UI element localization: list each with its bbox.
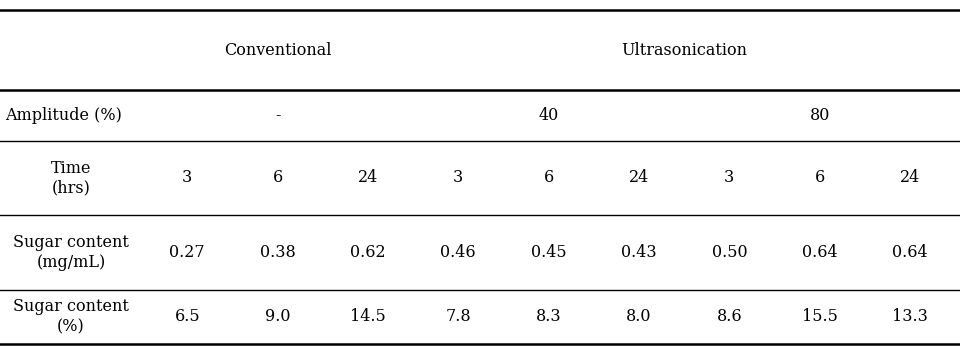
Text: 24: 24 <box>358 169 378 186</box>
Text: 24: 24 <box>629 169 649 186</box>
Text: 0.50: 0.50 <box>711 244 747 261</box>
Text: Ultrasonication: Ultrasonication <box>621 42 747 59</box>
Text: Sugar content
(%): Sugar content (%) <box>13 298 129 335</box>
Text: 13.3: 13.3 <box>892 308 928 325</box>
Text: 6: 6 <box>543 169 554 186</box>
Text: 6.5: 6.5 <box>175 308 200 325</box>
Text: 0.43: 0.43 <box>621 244 657 261</box>
Text: 3: 3 <box>453 169 464 186</box>
Text: 6: 6 <box>814 169 825 186</box>
Text: 0.46: 0.46 <box>441 244 476 261</box>
Text: Amplitude (%): Amplitude (%) <box>5 107 122 124</box>
Text: 6: 6 <box>273 169 283 186</box>
Text: 0.45: 0.45 <box>531 244 566 261</box>
Text: 3: 3 <box>182 169 192 186</box>
Text: 7.8: 7.8 <box>445 308 471 325</box>
Text: 24: 24 <box>900 169 920 186</box>
Text: Time
(hrs): Time (hrs) <box>51 160 91 196</box>
Text: 14.5: 14.5 <box>350 308 386 325</box>
Text: 0.38: 0.38 <box>260 244 296 261</box>
Text: 8.0: 8.0 <box>626 308 652 325</box>
Text: -: - <box>275 107 280 124</box>
Text: 3: 3 <box>724 169 734 186</box>
Text: 0.64: 0.64 <box>892 244 927 261</box>
Text: 80: 80 <box>809 107 829 124</box>
Text: Sugar content
(mg/mL): Sugar content (mg/mL) <box>13 234 129 271</box>
Text: 9.0: 9.0 <box>265 308 290 325</box>
Text: 8.3: 8.3 <box>536 308 562 325</box>
Text: 40: 40 <box>539 107 559 124</box>
Text: 0.64: 0.64 <box>802 244 837 261</box>
Text: 0.27: 0.27 <box>170 244 205 261</box>
Text: 8.6: 8.6 <box>716 308 742 325</box>
Text: 0.62: 0.62 <box>350 244 386 261</box>
Text: Conventional: Conventional <box>224 42 331 59</box>
Text: 15.5: 15.5 <box>802 308 838 325</box>
